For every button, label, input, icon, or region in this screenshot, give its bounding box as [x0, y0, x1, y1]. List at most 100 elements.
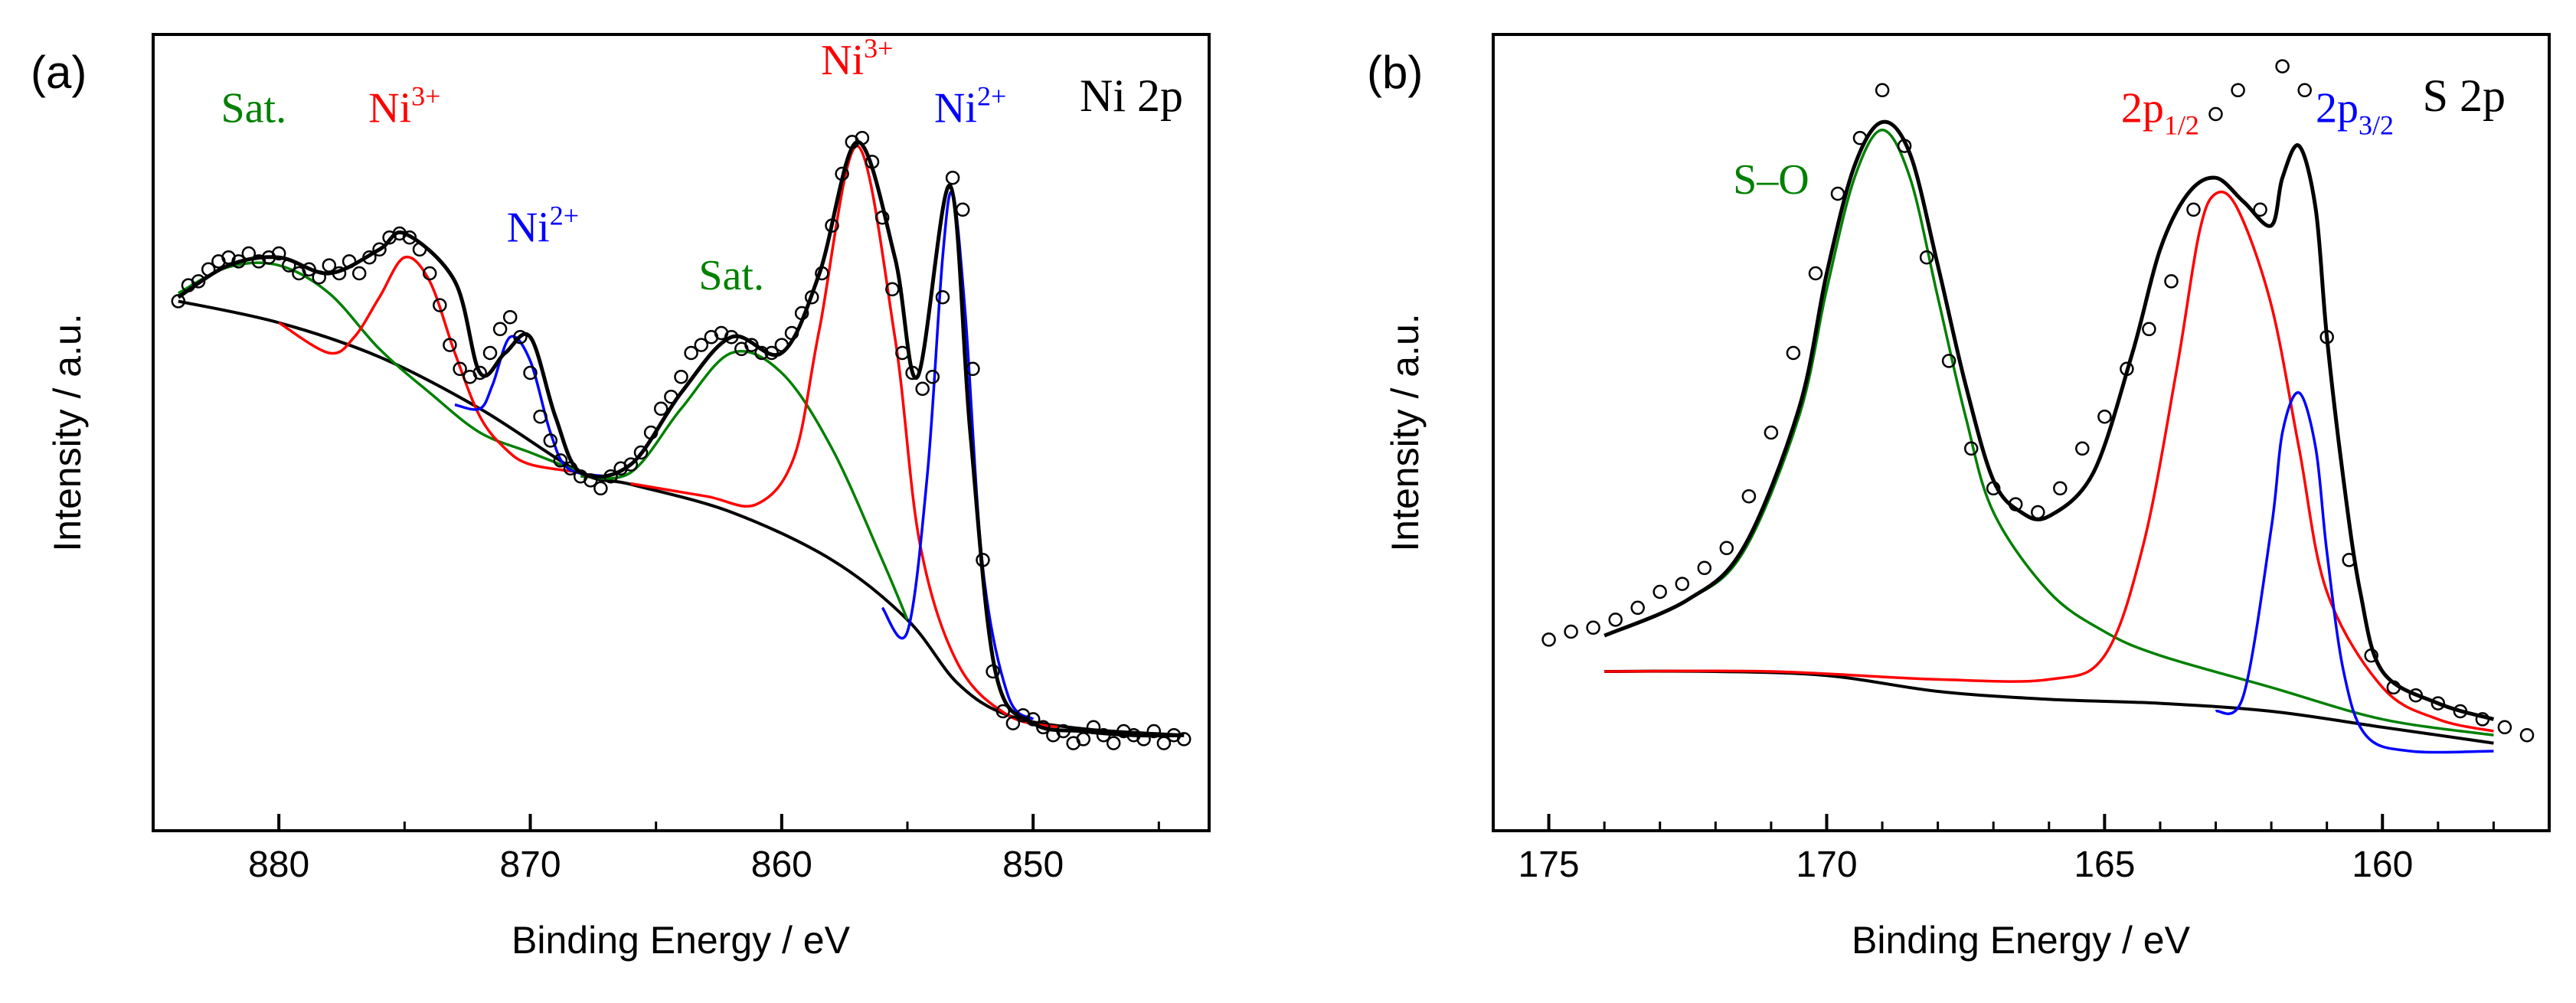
data-point: [2431, 696, 2446, 711]
series-envelope-envelope: [177, 139, 1185, 738]
data-point: [815, 266, 829, 281]
data-point: [1608, 613, 1623, 627]
x-tick-label: 170: [1796, 845, 1857, 885]
panel-a-label: (a): [31, 47, 87, 98]
data-point: [1652, 584, 1667, 600]
panel-b-series-group: [1541, 59, 2535, 754]
x-tick-label: 175: [1518, 845, 1580, 885]
data-point: [1036, 720, 1051, 735]
data-point: [1719, 541, 1734, 556]
data-point: [2053, 481, 2068, 496]
data-point: [443, 338, 457, 352]
data-point: [2208, 106, 2223, 122]
data-point: [2008, 497, 2023, 511]
data-point: [412, 242, 427, 257]
panel-b-ylabel: Intensity / a.u.: [1384, 313, 1427, 551]
data-point: [282, 258, 296, 273]
data-point: [513, 329, 528, 345]
data-point: [2386, 680, 2401, 695]
ni3-label-1-sup: 3+: [411, 80, 440, 111]
data-point: [241, 246, 257, 261]
so-label: S–O: [1733, 156, 1809, 204]
data-point: [2297, 83, 2312, 98]
data-point: [543, 433, 558, 448]
data-point: [563, 461, 578, 476]
data-point: [351, 266, 367, 281]
data-point: [986, 664, 1000, 679]
data-point: [885, 282, 900, 297]
data-point: [2164, 274, 2179, 289]
data-point: [784, 325, 799, 341]
data-point: [1830, 186, 1845, 201]
data-point: [623, 457, 639, 472]
ni3-label-2: Ni3+: [821, 33, 893, 84]
data-point: [855, 130, 870, 145]
data-point: [492, 322, 508, 337]
data-point: [724, 329, 739, 345]
data-point: [1786, 345, 1801, 361]
sat-label-1-text: Sat.: [221, 84, 287, 132]
data-point: [945, 170, 960, 185]
data-point: [955, 202, 970, 217]
data-point: [433, 298, 447, 312]
data-point: [915, 381, 930, 397]
data-point: [201, 262, 216, 277]
ni2-label-2-sup: 2+: [977, 80, 1006, 111]
data-point: [633, 445, 649, 460]
data-point: [2364, 648, 2378, 663]
x-tick-label: 880: [248, 845, 309, 885]
data-point: [1005, 716, 1021, 730]
data-point: [2453, 704, 2468, 719]
raw-data-points: [171, 130, 1192, 750]
panel-a-series-group: [171, 130, 1192, 750]
data-point: [1897, 139, 1912, 153]
data-point: [1919, 250, 1934, 265]
data-point: [2120, 361, 2134, 377]
p32-label-text: 2p: [2316, 84, 2359, 132]
series-component-ni3-875: [278, 255, 581, 474]
ni2-label-1: Ni2+: [507, 200, 579, 251]
series-component-sat-880: [177, 261, 581, 474]
data-point: [2519, 727, 2535, 743]
data-point: [895, 345, 910, 361]
data-point: [553, 453, 568, 468]
data-point: [342, 254, 357, 269]
data-point: [664, 389, 678, 404]
series-component-ni3-857: [630, 144, 1059, 729]
data-point: [1076, 732, 1091, 747]
data-point: [1941, 354, 1957, 368]
data-point: [1146, 724, 1162, 739]
panel-a-annotations: Sat. Ni3+ Ni2+ Sat. Ni3+ Ni2+: [221, 33, 1007, 299]
data-point: [332, 266, 347, 281]
data-point: [312, 270, 326, 285]
data-point: [322, 258, 337, 273]
data-point: [2253, 202, 2267, 217]
panel-b-title: S 2p: [2423, 70, 2506, 121]
data-point: [1056, 724, 1071, 739]
data-point: [764, 345, 779, 361]
data-point: [744, 338, 759, 352]
p12-label-sub: 1/2: [2164, 109, 2199, 140]
x-tick-label: 850: [1002, 845, 1064, 885]
sat-label-1: Sat.: [221, 84, 287, 132]
data-point: [1086, 720, 1101, 735]
data-point: [674, 369, 688, 384]
data-point: [472, 365, 488, 381]
x-tick-label: 860: [751, 845, 812, 885]
data-point: [2075, 441, 2090, 456]
data-point: [2186, 202, 2201, 217]
ni3-label-1-text: Ni: [368, 84, 411, 132]
data-point: [1106, 736, 1121, 750]
data-point: [825, 218, 839, 233]
data-point: [935, 289, 950, 305]
data-point: [835, 166, 849, 181]
panel-a-ni2p: (a) Ni 2p Intensity / a.u. Binding Energ…: [31, 33, 1211, 962]
data-point: [1586, 620, 1600, 635]
data-point: [2275, 59, 2290, 74]
data-point: [2475, 712, 2490, 727]
sat-label-2-text: Sat.: [698, 252, 764, 299]
ni2-label-2: Ni2+: [934, 80, 1006, 132]
panel-b-s2p: (b) S 2p Intensity / a.u. Binding Energy…: [1367, 33, 2551, 962]
